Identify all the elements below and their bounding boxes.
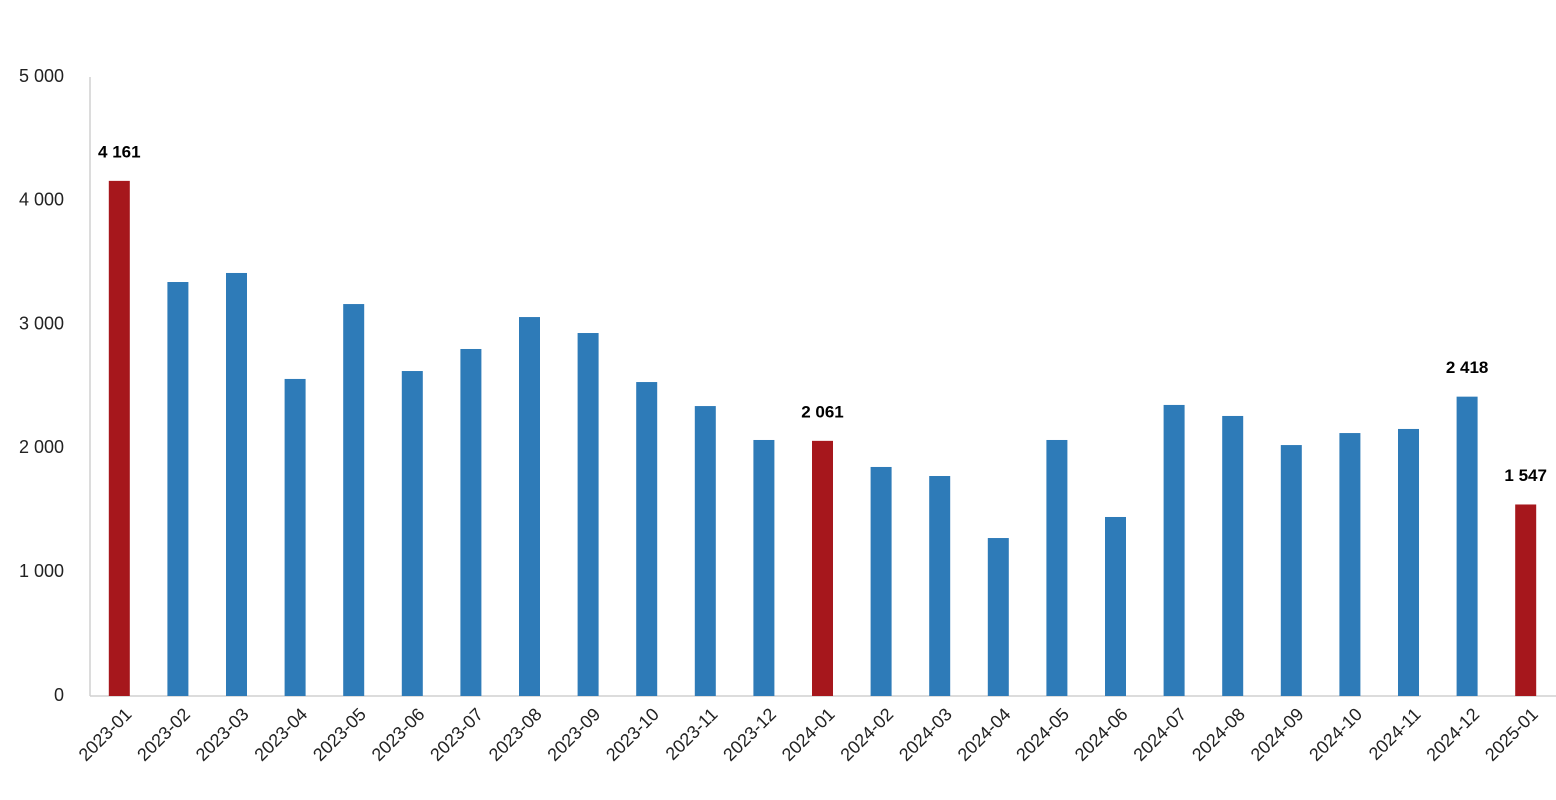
- y-tick-label: 2 000: [19, 437, 64, 457]
- bar: [167, 282, 189, 696]
- x-tick-label: 2023-11: [662, 704, 722, 764]
- bar: [753, 439, 775, 696]
- x-tick-label: 2023-02: [133, 704, 194, 765]
- bar: [284, 378, 306, 696]
- x-tick-label: 2024-06: [1071, 704, 1132, 765]
- x-tick-label: 2024-08: [1188, 704, 1249, 765]
- value-label: 1 547: [1504, 466, 1547, 485]
- bar: [1163, 404, 1185, 696]
- x-tick-label: 2024-07: [1129, 704, 1190, 765]
- x-tick-label: 2023-04: [250, 704, 311, 765]
- x-tick-label: 2024-03: [895, 704, 956, 765]
- y-tick-label: 4 000: [19, 190, 64, 210]
- bar: [812, 440, 833, 696]
- x-tick-label: 2023-03: [192, 704, 253, 765]
- x-tick-label: 2025-01: [1481, 704, 1542, 765]
- bar: [460, 348, 482, 696]
- y-tick-label: 5 000: [19, 66, 64, 86]
- x-tick-label: 2023-12: [719, 704, 780, 765]
- x-tick-label: 2024-05: [1012, 704, 1073, 765]
- bar: [343, 304, 365, 696]
- x-tick-label: 2023-01: [75, 704, 136, 765]
- bar: [1280, 445, 1302, 696]
- x-tick-label: 2023-09: [543, 704, 604, 765]
- bar: [870, 466, 892, 696]
- bar: [1339, 433, 1361, 696]
- bar: [226, 272, 247, 696]
- x-tick-label: 2023-05: [309, 704, 370, 765]
- x-tick-label: 2024-10: [1305, 704, 1366, 765]
- x-tick-label: 2024-09: [1247, 704, 1308, 765]
- bar: [577, 333, 599, 696]
- bar: [1515, 504, 1537, 696]
- y-tick-label: 1 000: [19, 561, 64, 581]
- bar: [108, 180, 130, 697]
- value-label: 2 418: [1446, 358, 1489, 377]
- value-label: 2 061: [801, 402, 844, 421]
- bar: [401, 371, 423, 696]
- value-label: 4 161: [98, 142, 141, 161]
- y-tick-label: 0: [54, 685, 64, 705]
- bar: [1222, 415, 1244, 696]
- bar: [1105, 516, 1126, 696]
- bar: [987, 538, 1009, 696]
- x-tick-label: 2024-11: [1365, 704, 1425, 764]
- x-tick-label: 2024-12: [1422, 704, 1483, 765]
- x-tick-label: 2024-04: [954, 704, 1015, 765]
- y-tick-label: 3 000: [19, 313, 64, 333]
- bar: [929, 476, 951, 696]
- x-tick-label: 2024-01: [778, 704, 839, 765]
- bar: [519, 317, 540, 696]
- x-tick-label: 2023-07: [426, 704, 487, 765]
- bar: [636, 382, 658, 696]
- x-tick-label: 2023-08: [485, 704, 546, 765]
- bar: [694, 406, 716, 696]
- bar: [1398, 428, 1419, 696]
- bar: [1046, 439, 1068, 696]
- x-tick-label: 2024-02: [836, 704, 897, 765]
- x-tick-label: 2023-06: [368, 704, 429, 765]
- bar: [1456, 396, 1478, 696]
- x-tick-label: 2023-10: [602, 704, 663, 765]
